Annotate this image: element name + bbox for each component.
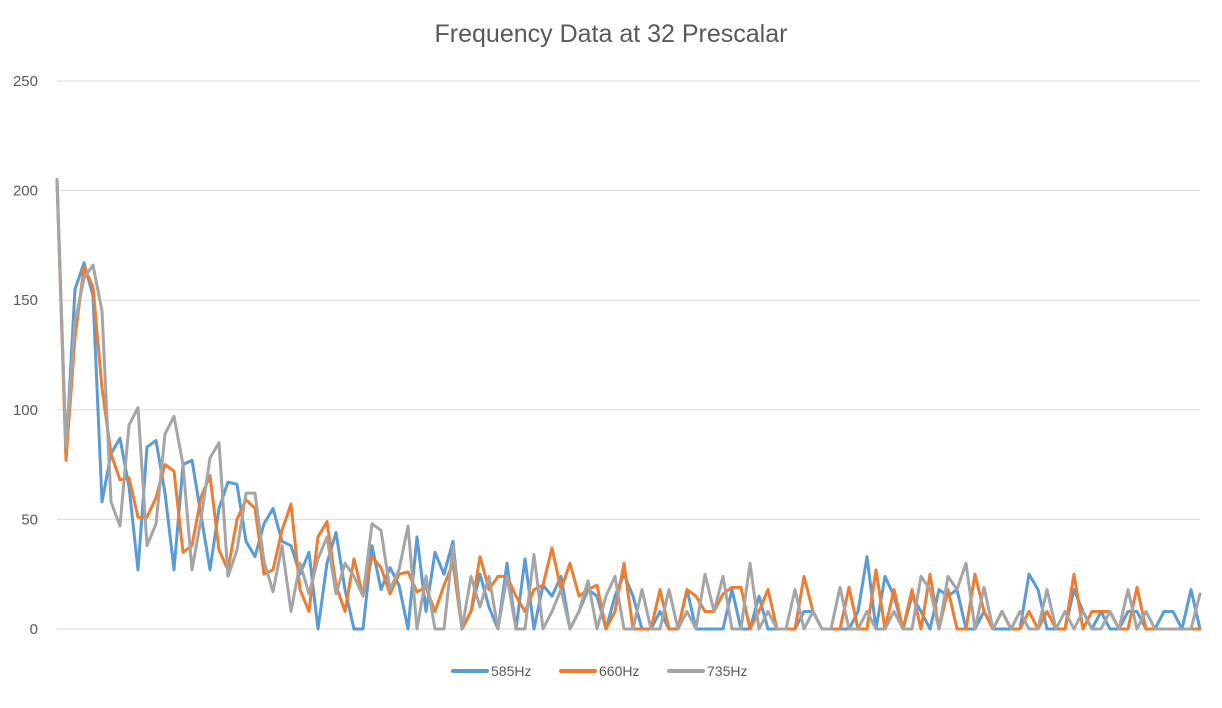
- y-tick-label: 200: [13, 183, 38, 200]
- legend-label: 585Hz: [491, 663, 531, 679]
- legend-item-660Hz: 660Hz: [559, 663, 639, 679]
- y-tick-label: 100: [13, 402, 38, 419]
- chart-title: Frequency Data at 32 Prescalar: [434, 20, 788, 48]
- legend: 585Hz 660Hz 735Hz: [451, 663, 747, 679]
- gridlines: [57, 80, 1200, 630]
- y-tick-label: 0: [30, 621, 38, 638]
- y-tick-label: 50: [21, 511, 38, 528]
- series-line-735Hz: [55, 178, 1202, 631]
- y-tick-label: 150: [13, 292, 38, 309]
- y-tick-label: 250: [13, 73, 38, 90]
- y-axis-ticks: 0 50 100 150 200 250: [13, 73, 38, 638]
- legend-item-735Hz: 735Hz: [667, 663, 747, 679]
- series-lines: [55, 178, 1202, 631]
- legend-label: 660Hz: [599, 663, 639, 679]
- legend-item-585Hz: 585Hz: [451, 663, 531, 679]
- legend-label: 735Hz: [707, 663, 747, 679]
